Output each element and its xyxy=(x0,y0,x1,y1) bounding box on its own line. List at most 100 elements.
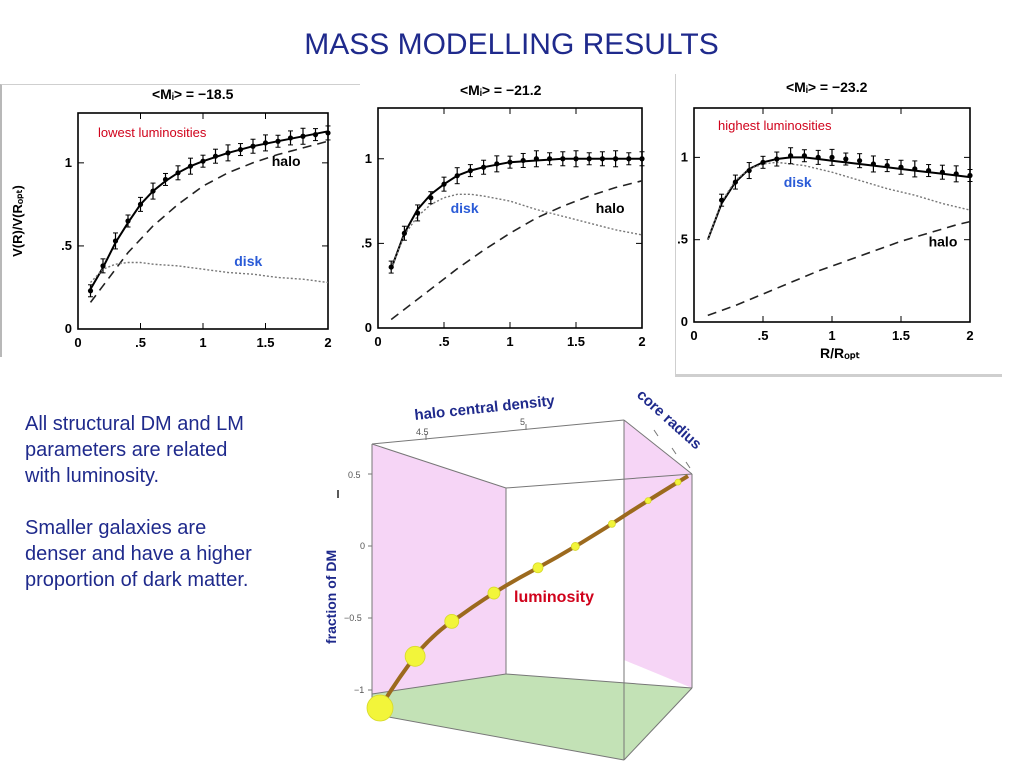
series-line-halo xyxy=(89,140,329,303)
data-point xyxy=(507,159,513,165)
data-point xyxy=(788,153,794,159)
luminosity-marker xyxy=(674,478,682,486)
data-point xyxy=(467,168,473,174)
data-point xyxy=(175,170,181,176)
data-point xyxy=(187,163,194,169)
data-point xyxy=(912,166,918,172)
data-point xyxy=(137,201,144,207)
data-point xyxy=(441,181,447,187)
data-point xyxy=(520,157,526,164)
data-point xyxy=(953,171,959,177)
data-point xyxy=(760,159,766,165)
data-point xyxy=(150,188,156,194)
data-point xyxy=(87,288,94,294)
data-point xyxy=(112,238,119,244)
component-label-halo: halo xyxy=(596,200,625,216)
y-tick-label: 1 xyxy=(365,151,372,166)
panel-heading: <Mᵢ> = −23.2 xyxy=(786,79,868,95)
rotation-curve-panel-mid: <Mᵢ> = −21.2 0 .5 1 1.5 2 0 .5 1 disk halo xyxy=(360,78,670,368)
cube-edges xyxy=(371,419,693,761)
x-tick-label: .5 xyxy=(135,335,146,350)
data-point xyxy=(428,195,434,201)
panel-heading: <Mᵢ> = −18.5 xyxy=(152,86,234,102)
x-tick-label: 2 xyxy=(638,334,645,349)
cube-floor xyxy=(372,674,692,760)
panel-heading: <Mᵢ> = −21.2 xyxy=(460,82,542,98)
data-point xyxy=(599,156,605,162)
data-point xyxy=(801,153,807,159)
rotation-curve-chart-low: <Mᵢ> = −18.5 0 .5 1 1.5 2 0 .5 1 V(R)/V(Rₒₚₜ) lowe… xyxy=(10,86,332,350)
component-label-halo: halo xyxy=(272,153,301,169)
component-label-disk: disk xyxy=(784,174,812,190)
data-point xyxy=(774,156,780,162)
data-point xyxy=(870,161,876,167)
cube-left-ticks: 0.5 0 −0.5 −1 xyxy=(337,470,372,695)
y-tick-label: 0 xyxy=(681,314,688,329)
top-tick-label: 4.5 xyxy=(416,427,429,437)
x-tick-label: 0 xyxy=(690,328,697,343)
x-tick-label: 0 xyxy=(374,334,381,349)
data-point xyxy=(100,263,106,269)
data-point xyxy=(300,133,306,139)
luminosity-annotation: lowest luminosities xyxy=(98,125,207,140)
luminosity-marker xyxy=(366,694,394,722)
x-tick-label: 1.5 xyxy=(892,328,910,343)
x-tick-label: 2 xyxy=(324,335,331,350)
data-point xyxy=(884,163,890,169)
cube-top-ticks: 4.5 5 xyxy=(416,417,527,440)
data-point xyxy=(494,161,500,167)
axis-label-fraction-of-dm: fraction of DM xyxy=(323,550,339,644)
y-tick-label: .5 xyxy=(61,238,72,253)
data-point xyxy=(454,173,460,179)
left-tick-label: −1 xyxy=(354,685,364,695)
component-label-disk: disk xyxy=(451,200,479,216)
parameter-cube-figure: 4.5 5 0.5 0 −0.5 −1 halo central density… xyxy=(320,378,740,767)
data-point xyxy=(639,156,645,162)
cube-right-ticks xyxy=(653,429,691,469)
data-point xyxy=(312,132,319,138)
series-line-disk xyxy=(89,261,329,284)
data-point xyxy=(162,176,169,183)
data-point xyxy=(815,154,821,160)
x-tick-label: 1 xyxy=(199,335,206,350)
data-point xyxy=(250,143,256,149)
x-tick-label: 1 xyxy=(828,328,835,343)
data-point xyxy=(287,135,294,141)
y-tick-label: .5 xyxy=(677,232,688,247)
data-point xyxy=(212,153,219,159)
top-tick-label: 5 xyxy=(520,417,525,427)
data-point xyxy=(719,197,725,203)
x-tick-label: .5 xyxy=(758,328,769,343)
luminosity-marker xyxy=(607,519,616,528)
luminosity-marker xyxy=(487,586,501,600)
x-tick-label: 1.5 xyxy=(256,335,274,350)
body-paragraph-1: All structural DM and LM parameters are … xyxy=(25,413,244,487)
parameter-cube-svg: 4.5 5 0.5 0 −0.5 −1 halo central density… xyxy=(323,386,705,761)
data-point xyxy=(586,156,592,162)
luminosity-marker xyxy=(444,613,460,629)
data-point xyxy=(939,169,945,175)
axis-label-halo-central-density: halo central density xyxy=(414,392,557,424)
rotation-curve-chart-high: <Mᵢ> = −23.2 0 .5 1 1.5 2 0 .5 1 R/Rₒₚₜ highest lu… xyxy=(677,79,973,361)
data-point xyxy=(857,158,863,164)
luminosity-marker xyxy=(532,562,544,574)
data-point xyxy=(237,146,244,153)
data-point xyxy=(415,210,421,216)
data-point xyxy=(613,156,619,162)
series-line-halo xyxy=(707,220,971,317)
x-axis-label: R/Rₒₚₜ xyxy=(820,345,860,361)
data-point xyxy=(926,167,932,174)
series-line-halo xyxy=(390,180,643,321)
left-tick-label: 0 xyxy=(360,541,365,551)
left-tick-label: −0.5 xyxy=(344,613,362,623)
body-paragraph-2: Smaller galaxies are denser and have a h… xyxy=(25,517,252,591)
data-point xyxy=(401,230,407,236)
luminosity-marker xyxy=(404,645,426,667)
data-point xyxy=(746,167,752,174)
data-point xyxy=(481,164,487,170)
x-tick-label: .5 xyxy=(439,334,450,349)
component-label-disk: disk xyxy=(234,253,262,269)
luminosity-annotation: highest luminosities xyxy=(718,118,832,133)
data-point xyxy=(732,179,738,185)
y-tick-label: 0 xyxy=(65,321,72,336)
